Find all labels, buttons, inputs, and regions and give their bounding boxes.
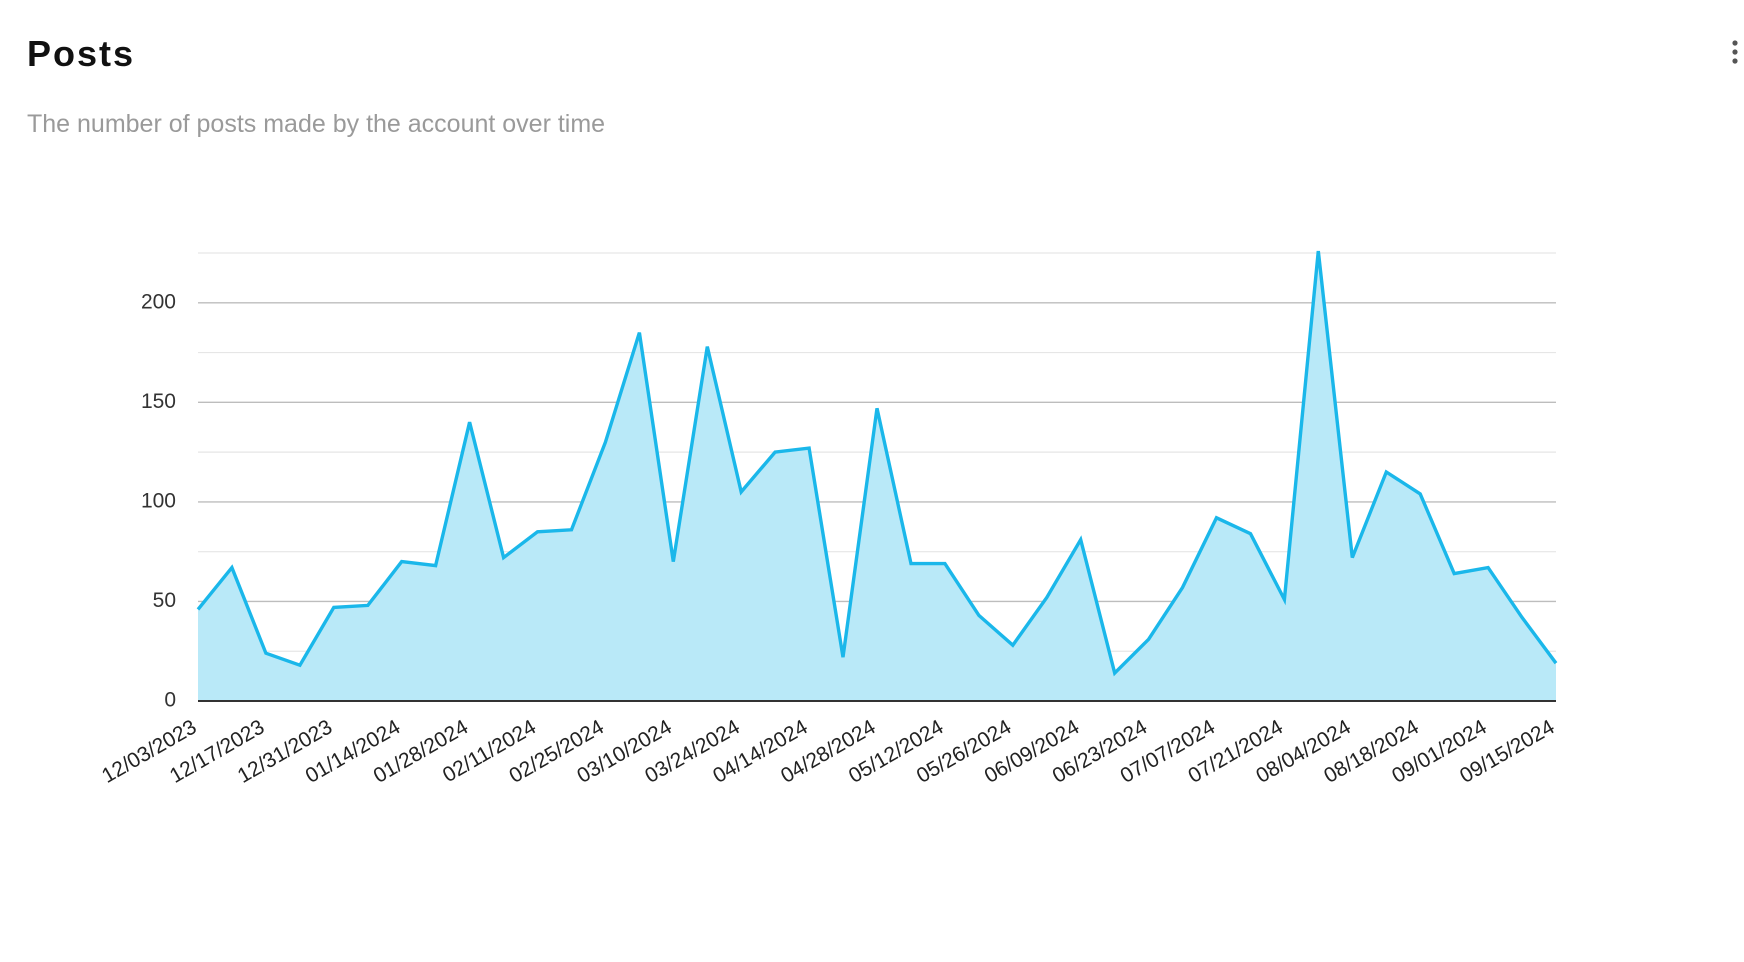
more-menu-hitbox[interactable] xyxy=(1720,36,1744,70)
chart-subtitle: The number of posts made by the account … xyxy=(27,110,605,138)
menu-dot xyxy=(1732,40,1738,46)
chart-title: Posts xyxy=(27,33,135,74)
line xyxy=(196,250,1558,677)
y-tick-label: 150 xyxy=(141,390,176,413)
y-tick-label: 200 xyxy=(141,290,176,313)
menu-dot xyxy=(1732,49,1738,55)
y-tick-label: 100 xyxy=(141,489,176,512)
area-fill xyxy=(198,251,1556,701)
y-tick-label: 0 xyxy=(164,689,176,712)
y-tick-label: 50 xyxy=(153,589,176,612)
more-menu[interactable] xyxy=(1720,36,1744,70)
menu-dot xyxy=(1732,58,1738,64)
